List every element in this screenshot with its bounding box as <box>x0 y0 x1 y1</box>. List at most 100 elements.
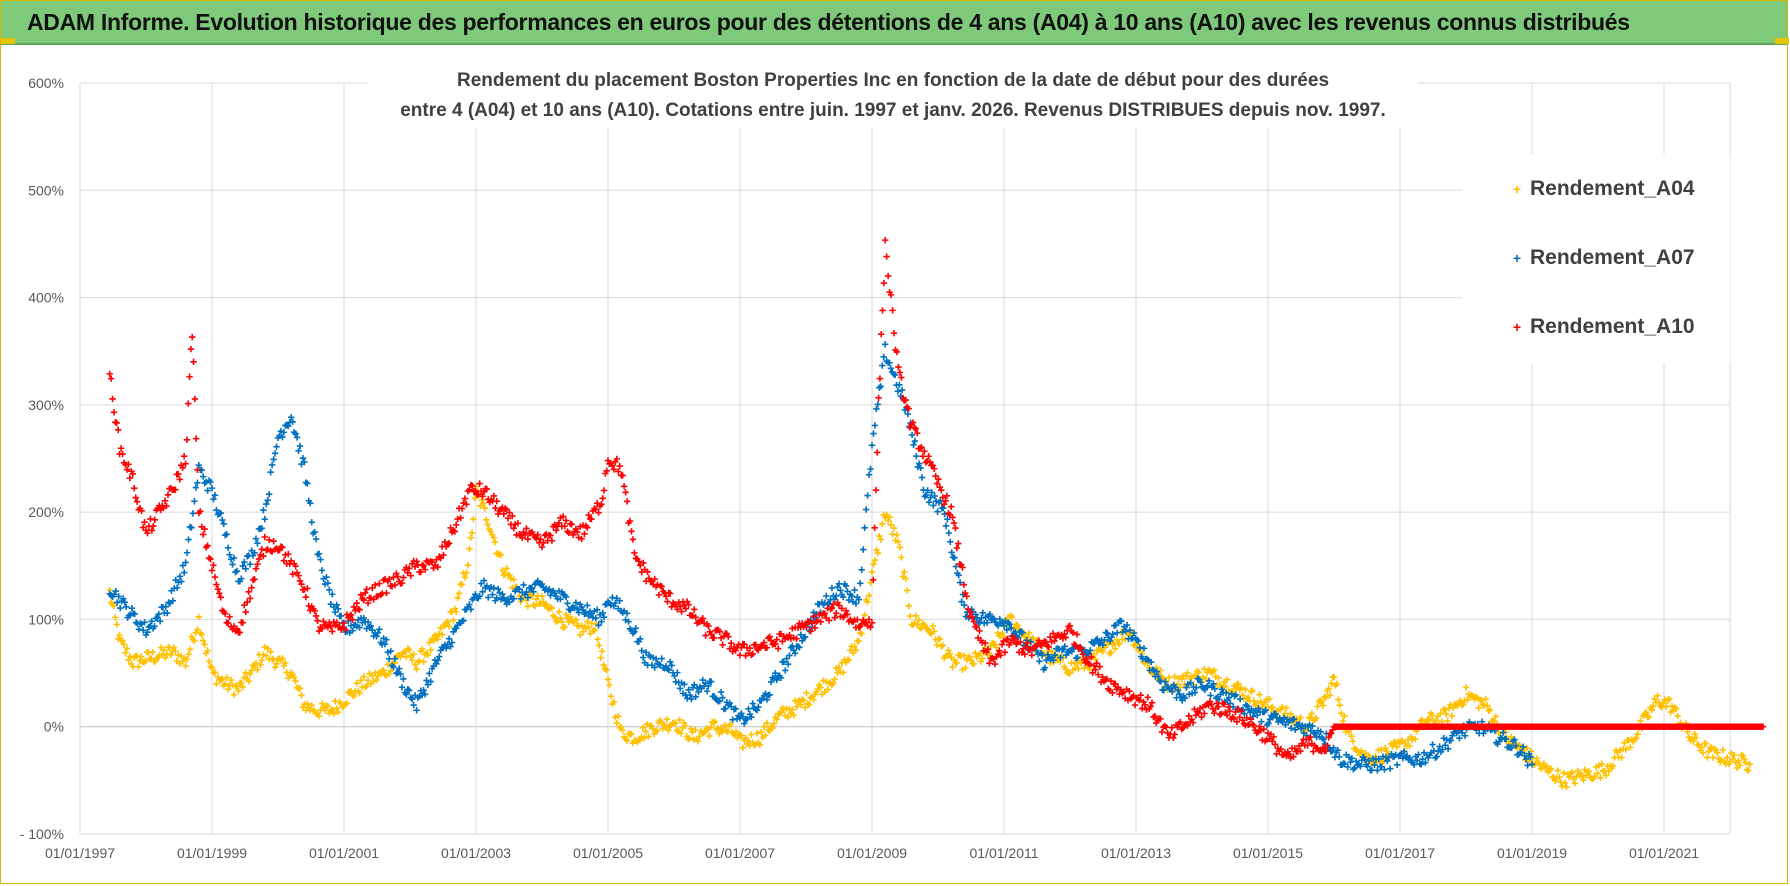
point-rendement-a04 <box>1269 703 1276 711</box>
point-rendement-a04 <box>884 517 892 524</box>
point-rendement-a10 <box>1096 663 1103 670</box>
point-rendement-a10 <box>312 612 320 620</box>
point-rendement-a10 <box>603 467 610 475</box>
point-rendement-a07 <box>753 707 761 714</box>
point-rendement-a07 <box>1480 730 1487 737</box>
point-rendement-a04 <box>1692 734 1700 741</box>
point-rendement-a04 <box>380 667 387 674</box>
point-rendement-a07 <box>426 670 433 677</box>
point-rendement-a04 <box>1237 684 1245 692</box>
point-rendement-a04 <box>1563 783 1570 791</box>
point-rendement-a04 <box>562 611 570 618</box>
point-rendement-a07 <box>911 437 919 445</box>
point-rendement-a04 <box>1739 752 1746 759</box>
point-rendement-a07 <box>397 670 404 678</box>
point-rendement-a04 <box>1178 675 1185 683</box>
point-rendement-a07 <box>1525 750 1533 757</box>
point-rendement-a07 <box>279 433 286 441</box>
point-rendement-a07 <box>924 487 931 494</box>
point-rendement-a04 <box>468 529 476 536</box>
point-rendement-a10 <box>246 595 254 602</box>
point-rendement-a10 <box>984 646 992 653</box>
point-rendement-a10 <box>664 598 671 605</box>
point-rendement-a07 <box>1375 755 1382 763</box>
point-rendement-a07 <box>652 655 660 662</box>
point-rendement-a04 <box>1336 702 1344 709</box>
point-rendement-a07 <box>188 524 195 531</box>
point-rendement-a07 <box>490 584 498 592</box>
point-rendement-a10 <box>466 486 473 494</box>
point-rendement-a07 <box>1167 685 1175 692</box>
point-rendement-a07 <box>270 456 277 463</box>
point-rendement-a10 <box>302 593 310 601</box>
point-rendement-a04 <box>470 515 477 523</box>
point-rendement-a07 <box>516 586 523 593</box>
point-rendement-a10 <box>887 291 895 299</box>
point-rendement-a04 <box>915 616 922 624</box>
point-rendement-a07 <box>520 581 527 589</box>
point-rendement-a07 <box>1211 685 1218 693</box>
point-rendement-a04 <box>524 603 532 610</box>
point-rendement-a10 <box>619 472 626 479</box>
point-rendement-a07 <box>855 596 862 603</box>
point-rendement-a07 <box>121 598 128 606</box>
point-rendement-a04 <box>350 692 358 700</box>
point-rendement-a10 <box>1151 712 1159 720</box>
point-rendement-a10 <box>1042 638 1050 646</box>
point-rendement-a04 <box>321 707 329 714</box>
point-rendement-a04 <box>1523 745 1531 752</box>
point-rendement-a10 <box>963 593 970 600</box>
point-rendement-a04 <box>677 730 685 737</box>
point-rendement-a04 <box>245 678 252 685</box>
point-rendement-a04 <box>271 664 279 671</box>
point-rendement-a07 <box>192 484 200 491</box>
point-rendement-a04 <box>762 732 769 739</box>
point-rendement-a10 <box>1247 716 1255 723</box>
point-rendement-a04 <box>769 724 776 732</box>
point-rendement-a07 <box>732 705 739 712</box>
point-rendement-a04 <box>874 549 882 557</box>
point-rendement-a07 <box>423 677 430 684</box>
point-rendement-a07 <box>1140 645 1148 652</box>
point-rendement-a07 <box>1126 626 1134 634</box>
point-rendement-a07 <box>162 603 169 610</box>
point-rendement-a10 <box>1322 747 1330 755</box>
point-rendement-a07 <box>1512 742 1520 749</box>
point-rendement-a07 <box>1236 695 1244 703</box>
point-rendement-a10 <box>1078 645 1085 652</box>
point-rendement-a04 <box>223 674 230 681</box>
point-rendement-a07 <box>528 585 536 592</box>
x-tick-label: 01/01/2017 <box>1365 845 1435 861</box>
point-rendement-a04 <box>430 637 437 644</box>
point-rendement-a10 <box>959 564 966 571</box>
point-rendement-a07 <box>845 596 853 604</box>
point-rendement-a04 <box>1444 717 1451 725</box>
point-rendement-a04 <box>445 623 453 630</box>
point-rendement-a04 <box>1674 712 1681 720</box>
point-rendement-a07 <box>349 627 356 634</box>
point-rendement-a04 <box>1642 709 1650 716</box>
point-rendement-a10 <box>817 618 824 625</box>
point-rendement-a04 <box>706 732 713 740</box>
point-rendement-a10 <box>640 559 647 567</box>
point-rendement-a10 <box>991 660 999 668</box>
point-rendement-a04 <box>931 628 938 635</box>
point-rendement-a04 <box>870 561 877 568</box>
point-rendement-a10 <box>702 632 709 639</box>
point-rendement-a10 <box>289 571 296 578</box>
point-rendement-a07 <box>862 506 870 513</box>
point-rendement-a07 <box>436 653 443 660</box>
point-rendement-a07 <box>1169 688 1176 695</box>
point-rendement-a07 <box>908 431 916 439</box>
point-rendement-a10 <box>914 429 921 437</box>
point-rendement-a04 <box>898 554 905 561</box>
point-rendement-a07 <box>450 628 457 635</box>
point-rendement-a04 <box>615 712 622 720</box>
point-rendement-a10 <box>960 581 968 588</box>
point-rendement-a04 <box>1242 686 1249 693</box>
point-rendement-a07 <box>834 583 841 591</box>
point-rendement-a07 <box>1386 765 1394 772</box>
point-rendement-a07 <box>263 500 270 508</box>
point-rendement-a07 <box>111 591 118 598</box>
